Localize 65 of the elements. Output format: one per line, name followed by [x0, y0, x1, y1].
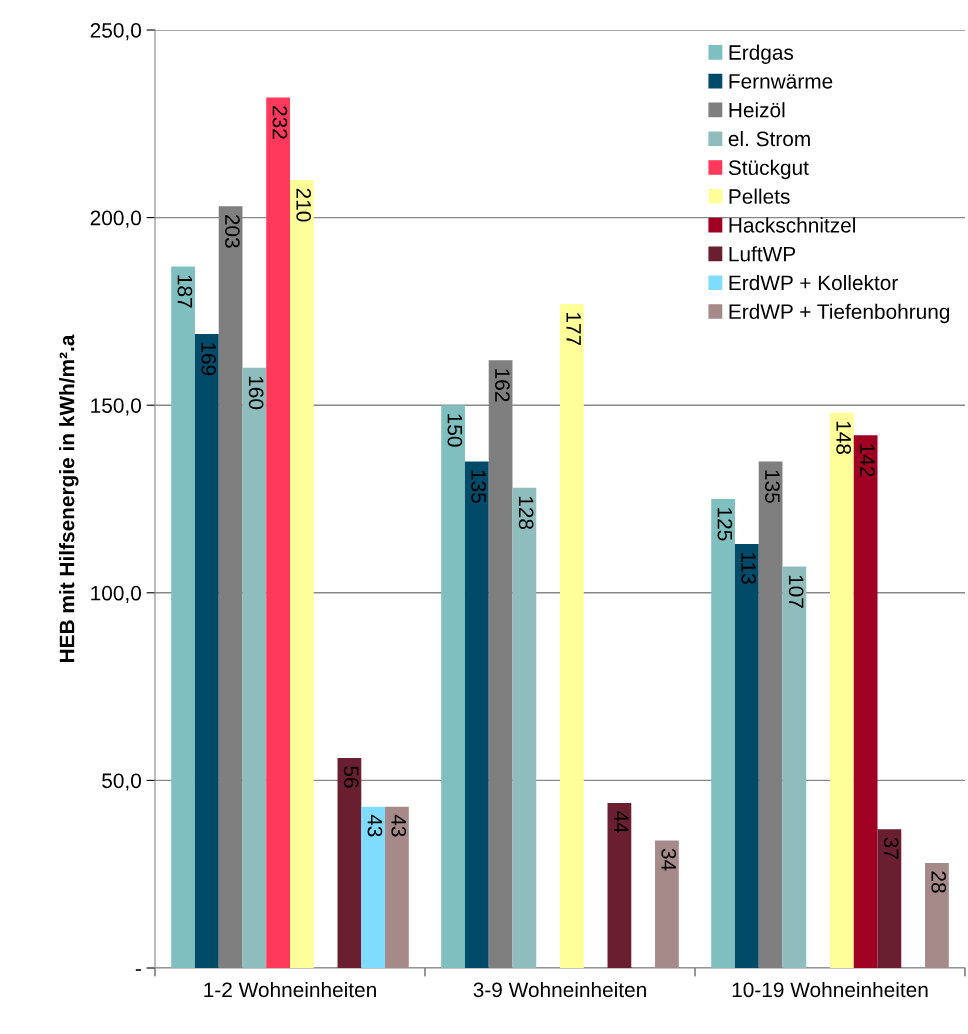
data-label: 113 — [741, 553, 756, 584]
x-tick-label: 1-2 Wohneinheiten — [204, 981, 376, 998]
y-tick-label: 50,0 — [102, 773, 141, 791]
legend-label: Heizöl — [729, 102, 785, 118]
y-tick-label: 200,0 — [90, 210, 141, 228]
y-tick-label: 100,0 — [91, 585, 141, 604]
data-label: 128 — [518, 496, 534, 530]
data-label: 125 — [717, 508, 733, 541]
bar — [877, 829, 902, 968]
legend-label: LuftWP — [729, 246, 796, 262]
bar — [925, 862, 949, 968]
bar — [194, 333, 219, 968]
legend-label: el. Strom — [728, 130, 810, 147]
legend-label: Fernwärme — [729, 74, 833, 89]
y-tick-label: 150,0 — [91, 398, 141, 416]
bar — [290, 180, 314, 968]
bar — [782, 566, 807, 968]
legend-label: Stückgut — [728, 159, 809, 180]
data-label: 150 — [447, 414, 463, 447]
bar — [242, 367, 267, 968]
legend-label: ErdWP + Tiefenbohrung — [729, 303, 950, 324]
data-label: 135 — [471, 470, 486, 503]
bar — [441, 405, 465, 968]
data-label: 135 — [765, 470, 780, 503]
bar — [560, 303, 584, 968]
data-label: 160 — [248, 376, 264, 410]
data-label: 34 — [661, 848, 677, 871]
bar — [655, 840, 679, 968]
legend-label: ErdWP + Kollektor — [729, 274, 898, 291]
y-tick-label: 250,0 — [90, 23, 141, 41]
bar — [830, 412, 854, 968]
data-label: 43 — [367, 814, 383, 837]
bar — [337, 757, 362, 968]
legend-label: Pellets — [729, 188, 790, 204]
x-tick-label: 10-19 Wohneinheiten — [732, 981, 928, 998]
y-tick-label: - — [135, 969, 141, 971]
data-label: 142 — [860, 444, 875, 477]
bar — [607, 802, 632, 968]
data-label: 44 — [614, 810, 629, 833]
bar — [266, 97, 290, 968]
data-label: 232 — [272, 106, 288, 139]
data-label: 107 — [788, 575, 804, 608]
data-label: 37 — [883, 837, 899, 859]
bar — [361, 806, 386, 968]
bar — [711, 499, 735, 968]
bar — [385, 806, 409, 968]
x-tick-label: 3-9 Wohneinheiten — [473, 981, 646, 998]
legend-label: Erdgas — [729, 44, 794, 64]
bar — [464, 461, 489, 968]
bar — [853, 435, 878, 968]
bar — [734, 544, 759, 968]
data-label: 169 — [201, 343, 216, 376]
data-label: 203 — [225, 214, 240, 248]
bar — [171, 266, 195, 968]
data-label: 43 — [391, 814, 407, 837]
legend-label: Hackschnitzel — [729, 217, 855, 233]
data-label: 56 — [343, 766, 359, 788]
data-label: 177 — [566, 312, 581, 346]
data-label: 148 — [836, 421, 852, 455]
data-label: 162 — [495, 369, 510, 402]
data-label: 210 — [296, 188, 312, 222]
bar — [512, 487, 537, 968]
data-label: 187 — [177, 275, 193, 308]
y-axis-title: HEB mit Hilfsenergie in kWh/m².a — [59, 334, 79, 662]
data-label: 28 — [931, 871, 947, 893]
